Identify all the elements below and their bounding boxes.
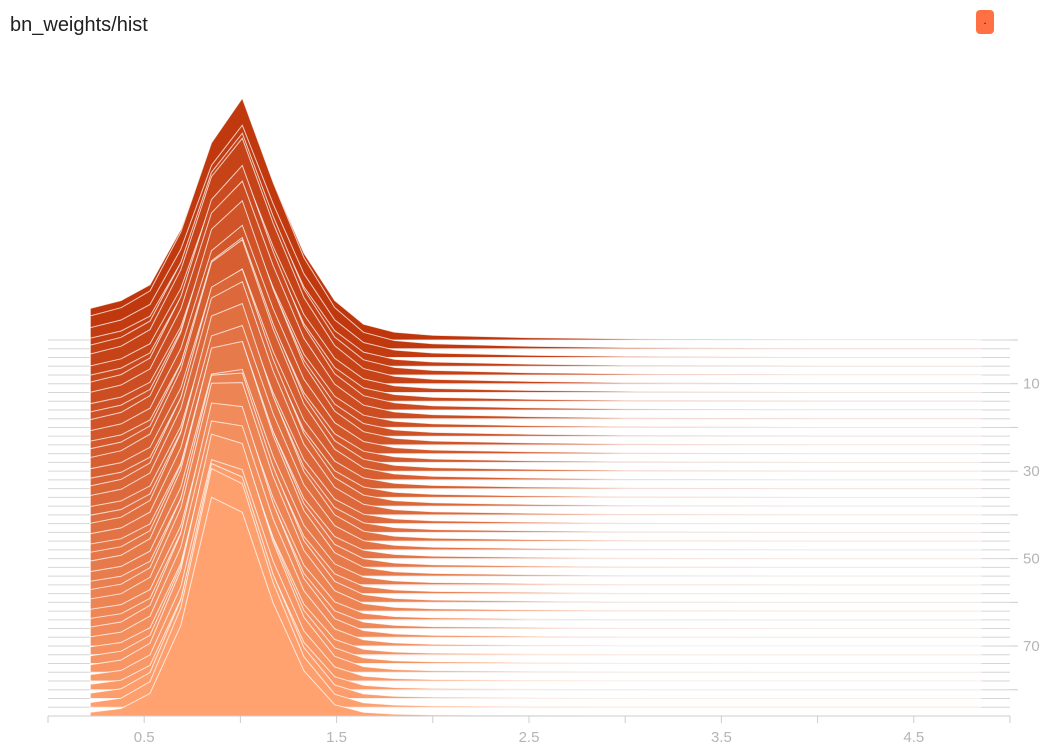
histogram-ridge [89, 268, 982, 507]
x-tick-label: 0.5 [134, 729, 155, 746]
histogram-ridge [89, 180, 982, 420]
step-tick-label: 70 [1023, 638, 1040, 655]
step-tick-label: 30 [1023, 463, 1040, 480]
histogram-ridge [89, 236, 982, 472]
histogram-ridge [89, 137, 982, 385]
x-tick-label: 4.5 [903, 729, 924, 746]
histogram-ridge [89, 245, 982, 463]
histogram-ridge [89, 199, 982, 446]
histogram-ridge [89, 268, 982, 490]
histogram-ridges [48, 97, 1010, 717]
histogram-ridge [89, 224, 982, 455]
histogram-ridge [89, 97, 982, 350]
chart-title: bn_weights/hist [10, 14, 148, 36]
x-tick-label: 3.5 [711, 729, 732, 746]
axes: 0.5 1.5 2.5 3.5 4.5 10 30 50 70 [47, 339, 1040, 746]
histogram-ridge [89, 496, 982, 717]
histogram-ridge [89, 238, 982, 481]
step-tick-label: 50 [1023, 551, 1040, 568]
run-legend-swatch[interactable]: . [976, 10, 994, 34]
histogram-ridge [89, 279, 982, 498]
x-tick-label: 1.5 [326, 729, 347, 746]
histogram-ridge [89, 164, 982, 411]
x-tick-label: 2.5 [519, 729, 540, 746]
step-tick-label: 10 [1023, 376, 1040, 393]
